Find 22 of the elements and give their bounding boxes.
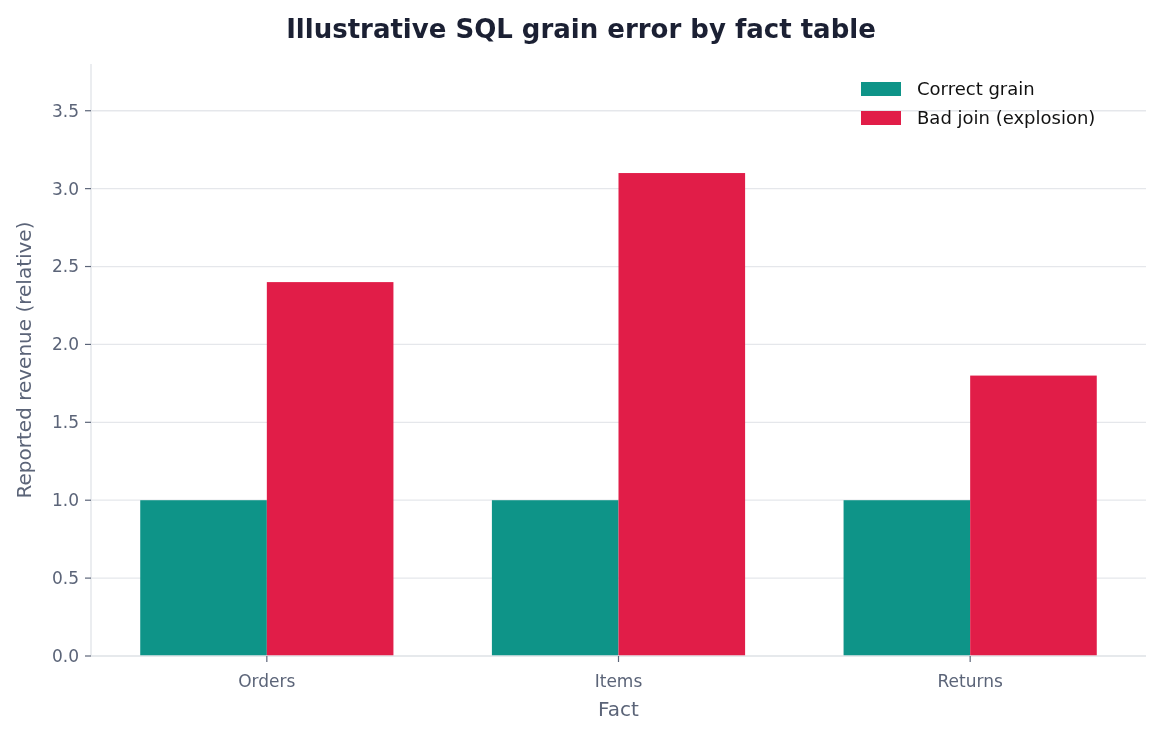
bar bbox=[266, 282, 394, 656]
x-tick-label: Orders bbox=[238, 671, 296, 691]
x-tick-label: Items bbox=[594, 671, 643, 691]
y-tick-label: 2.5 bbox=[51, 256, 79, 277]
y-tick-label: 3.0 bbox=[51, 178, 79, 199]
legend-label: Correct grain bbox=[917, 78, 1035, 100]
bar bbox=[970, 375, 1097, 656]
bar bbox=[491, 500, 619, 656]
y-tick-label: 0.0 bbox=[51, 645, 79, 666]
x-tick-label: Returns bbox=[937, 671, 1003, 691]
y-axis-title: Reported revenue (relative) bbox=[12, 221, 36, 499]
chart-title: Illustrative SQL grain error by fact table bbox=[286, 14, 876, 44]
x-axis-title: Fact bbox=[598, 697, 640, 721]
legend-label: Bad join (explosion) bbox=[917, 107, 1096, 129]
y-tick-label: 2.0 bbox=[51, 334, 79, 355]
y-tick-label: 0.5 bbox=[51, 568, 79, 589]
y-tick-label: 1.0 bbox=[51, 490, 79, 511]
y-tick-label: 1.5 bbox=[51, 412, 79, 433]
y-tick-label: 3.5 bbox=[51, 100, 79, 121]
bar bbox=[843, 500, 971, 656]
bar bbox=[618, 173, 746, 656]
bar bbox=[140, 500, 267, 656]
